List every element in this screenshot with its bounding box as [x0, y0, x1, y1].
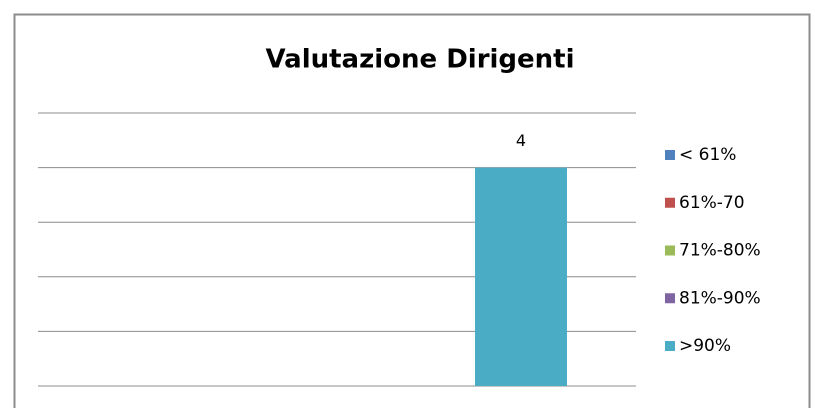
chart-border [13, 13, 811, 408]
chart-title: Valutazione Dirigenti [265, 45, 574, 75]
legend-swatch [665, 341, 675, 351]
legend-label: 71%-80% [679, 241, 761, 261]
legend-label: >90% [679, 336, 731, 356]
legend-swatch [665, 150, 675, 160]
legend-label: < 61% [679, 145, 736, 165]
legend-swatch [665, 245, 675, 256]
data-label: 4 [516, 131, 526, 150]
legend-swatch [665, 197, 675, 208]
bar [475, 167, 567, 386]
legend-swatch [665, 293, 675, 304]
legend-label: 61%-70 [679, 193, 745, 213]
legend-label: 81%-90% [679, 288, 761, 308]
